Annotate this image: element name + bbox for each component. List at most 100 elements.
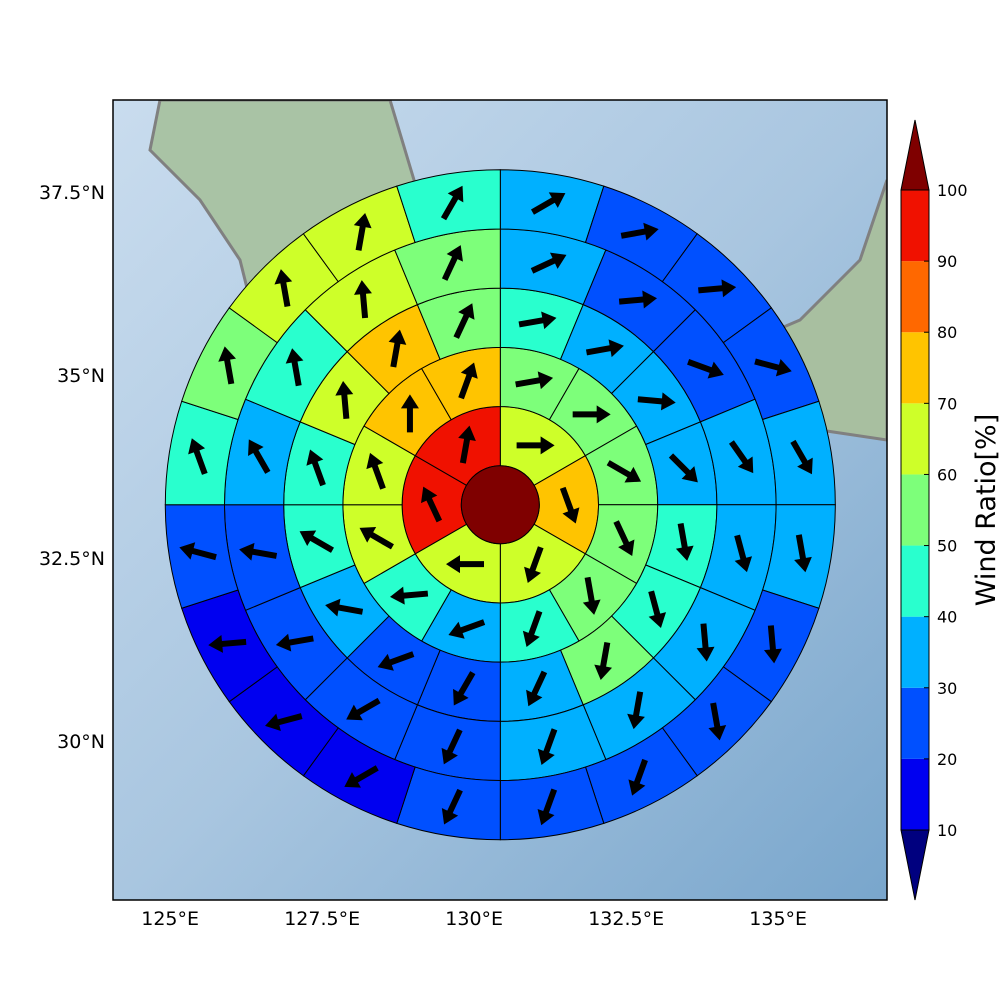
colorbar-tick-label: 100 xyxy=(937,181,968,200)
wind-arrow xyxy=(390,586,429,605)
x-tick-label: 125°E xyxy=(141,908,199,930)
wind-arrow xyxy=(696,623,715,662)
wind-arrow xyxy=(285,348,304,387)
wind-arrow xyxy=(458,425,476,464)
wind-arrow xyxy=(794,534,812,573)
colorbar-segment xyxy=(901,545,929,617)
x-tick-label: 132.5°E xyxy=(588,908,664,930)
x-tick-label: 130°E xyxy=(445,908,503,930)
wind-arrow xyxy=(421,486,443,523)
colorbar-segment xyxy=(901,687,929,759)
wind-arrow xyxy=(537,788,558,826)
colorbar-segment xyxy=(901,190,929,262)
wind-arrow xyxy=(613,520,635,556)
wind-arrow xyxy=(572,405,611,424)
wind-arrow xyxy=(344,765,379,788)
colorbar-tick-label: 80 xyxy=(937,323,957,342)
y-tick-label: 30°N xyxy=(57,731,105,753)
wind-arrow xyxy=(448,619,486,639)
wind-arrow xyxy=(446,555,485,574)
wind-arrow xyxy=(453,303,475,339)
wind-arrow xyxy=(637,392,676,411)
wind-arrow xyxy=(400,394,419,433)
wind-arrow xyxy=(441,245,463,281)
wind-arrow xyxy=(627,691,645,730)
sectors xyxy=(164,169,836,841)
labels: 125°E 127.5°E 130°E 132.5°E 135°E 30°N 32.5°N 3… xyxy=(39,182,807,930)
colorbar-segment xyxy=(901,261,929,333)
wind-arrow xyxy=(530,192,566,215)
wind-arrow xyxy=(763,625,782,664)
wind-arrow xyxy=(734,534,753,573)
colorbar-label: Wind Ratio[%] xyxy=(971,414,1000,606)
wind-arrow xyxy=(522,610,543,647)
wind-arrow xyxy=(698,279,737,298)
wind-arrow xyxy=(265,713,303,731)
colorbar-tick-label: 30 xyxy=(937,679,957,698)
wind-arrow xyxy=(594,641,613,680)
center-circle xyxy=(460,465,540,545)
wind-arrow xyxy=(687,359,724,379)
x-tick-label: 127.5°E xyxy=(284,908,360,930)
wind-arrow xyxy=(754,358,792,377)
map-frame xyxy=(112,99,888,901)
colorbar-segment xyxy=(901,758,929,830)
arrows xyxy=(179,185,813,826)
wind-arrow xyxy=(440,185,464,221)
colorbar-tick-label: 10 xyxy=(937,821,957,840)
wind-arrow xyxy=(453,671,476,706)
colorbar-tick-label: 50 xyxy=(937,537,957,556)
wind-arrow xyxy=(188,438,208,475)
wind-arrow xyxy=(518,311,557,330)
colorbar-extension xyxy=(900,119,930,191)
wind-arrow xyxy=(218,346,237,385)
wind-arrow xyxy=(388,329,407,368)
colorbar-segment xyxy=(901,474,929,546)
wind-arrow xyxy=(441,728,463,765)
wind-arrow xyxy=(585,339,624,358)
wind-arrow xyxy=(648,590,667,628)
wind-arrow xyxy=(377,651,415,671)
wind-arrow xyxy=(668,453,698,483)
wind-arrow xyxy=(458,362,478,400)
wind-arrow xyxy=(325,598,364,617)
y-tick-label: 37.5°N xyxy=(39,182,105,204)
wind-arrow xyxy=(346,697,381,721)
y-tick-label: 35°N xyxy=(57,365,105,387)
wind-arrow xyxy=(582,576,601,615)
wind-arrow xyxy=(728,440,754,474)
wind-arrow xyxy=(239,542,278,561)
wind-arrow xyxy=(208,634,247,653)
wind-arrow xyxy=(708,702,727,741)
colorbar-tick-label: 70 xyxy=(937,394,957,413)
wind-arrow xyxy=(366,452,386,490)
wind-arrow xyxy=(441,788,463,825)
wind-arrow xyxy=(516,436,555,455)
wind-arrow xyxy=(179,542,217,561)
wind-arrow xyxy=(628,758,648,796)
wind-arrow xyxy=(274,269,293,308)
colorbar-segment xyxy=(901,616,929,688)
colorbar-tick-label: 40 xyxy=(937,608,957,627)
colorbar-tick-label: 90 xyxy=(937,252,957,271)
wind-arrow xyxy=(620,222,659,241)
wind-arrow xyxy=(675,522,694,561)
colorbar-tick-label: 20 xyxy=(937,750,957,769)
colorbar: 10 20 30 40 50 60 70 80 90 100 Wind Ratio[%] xyxy=(900,119,1000,901)
wind-arrow xyxy=(606,460,642,483)
y-tick-label: 32.5°N xyxy=(39,548,105,570)
wind-arrow xyxy=(275,633,314,652)
wind-arrow xyxy=(618,290,658,309)
wind-arrow xyxy=(515,371,554,390)
wind-arrow xyxy=(353,212,372,251)
colorbar-segment xyxy=(901,332,929,404)
colorbar-tick-label: 60 xyxy=(937,465,957,484)
wind-arrow xyxy=(537,728,558,766)
wind-arrow xyxy=(526,670,548,707)
wind-arrow xyxy=(299,530,334,553)
wind-arrow xyxy=(359,527,394,550)
x-tick-label: 135°E xyxy=(749,908,807,930)
wind-arrow xyxy=(790,439,813,475)
wind-arrow xyxy=(524,546,544,583)
